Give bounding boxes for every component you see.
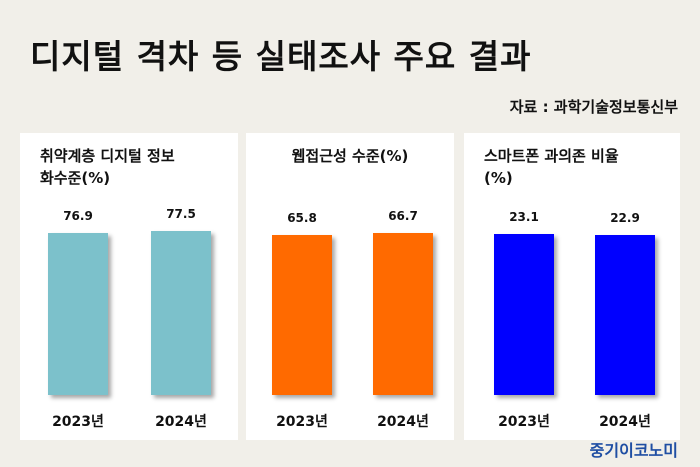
chart-title: 웹접근성 수준(%) <box>291 147 409 165</box>
page-title: 디지털 격차 등 실태조사 주요 결과 <box>30 37 532 76</box>
data-label: 23.1 <box>509 210 539 224</box>
bar-2023 <box>494 234 554 395</box>
bar-2024 <box>595 235 655 395</box>
category-label: 2023년 <box>52 414 104 430</box>
category-label: 2023년 <box>276 414 328 430</box>
data-label: 65.8 <box>287 211 317 225</box>
chart-title: 스마트폰 과의존 비율 (%) <box>484 147 619 187</box>
chart-title: 취약계층 디지털 정보 화수준(%) <box>40 147 175 187</box>
source-label: 자료 : 과학기술정보통신부 <box>509 98 678 116</box>
category-label: 2024년 <box>377 414 429 430</box>
category-label: 2024년 <box>599 414 651 430</box>
chart-panel-web-accessibility: 웹접근성 수준(%) 65.8 2023년 66.7 2024년 <box>246 133 454 440</box>
category-label: 2023년 <box>498 414 550 430</box>
data-label: 77.5 <box>166 207 196 221</box>
chart-panel-info-level: 취약계층 디지털 정보 화수준(%) 76.9 2023년 77.5 2024년 <box>20 133 238 440</box>
bar-2024 <box>373 233 433 395</box>
data-label: 66.7 <box>388 209 418 223</box>
category-label: 2024년 <box>155 414 207 430</box>
bar-2023 <box>272 235 332 395</box>
chart-panel-smartphone-overdependence: 스마트폰 과의존 비율 (%) 23.1 2023년 22.9 2024년 <box>464 133 680 440</box>
data-label: 22.9 <box>610 211 640 225</box>
bar-2024 <box>151 231 211 395</box>
data-label: 76.9 <box>63 209 93 223</box>
bar-2023 <box>48 233 108 395</box>
brand-logo: 중기이코노미 <box>589 441 678 460</box>
